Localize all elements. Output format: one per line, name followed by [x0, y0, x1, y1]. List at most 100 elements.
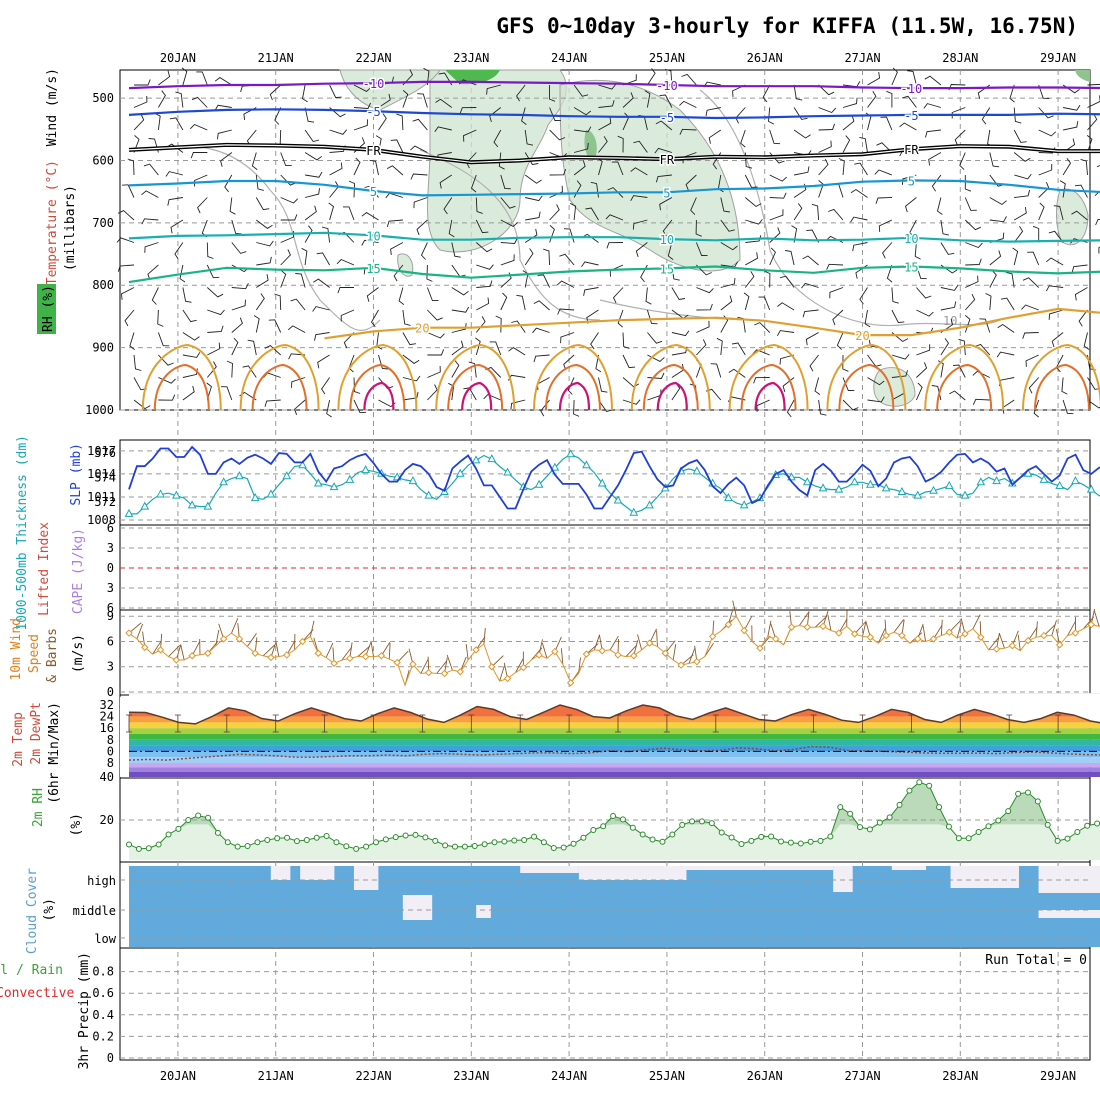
temp-tick-label: 40 — [100, 770, 114, 784]
wind-barb — [134, 79, 151, 86]
wind-barb — [190, 152, 208, 159]
wind-barb — [402, 375, 421, 382]
wind-barb — [329, 162, 343, 176]
wind-barb — [838, 157, 845, 176]
wind-barb — [964, 293, 976, 311]
wind-barb — [117, 264, 135, 272]
rh-2m-point — [837, 804, 844, 811]
wind-barb — [744, 174, 758, 188]
temp-contour-label: 5 — [663, 186, 670, 200]
wind-barb — [402, 332, 416, 346]
wind-barb — [483, 393, 501, 401]
pressure-tick-label: 1000 — [85, 403, 114, 417]
wind-barb — [116, 237, 135, 243]
wind-barb-10m — [893, 619, 905, 633]
wind-barb — [1053, 205, 1064, 221]
wind-barb — [495, 315, 502, 333]
slp-label: SLP (mb) — [69, 443, 84, 506]
rh-2m-point — [669, 831, 676, 838]
wind-barb — [901, 174, 917, 185]
wind-barb — [280, 197, 299, 204]
wind-barb — [931, 385, 942, 401]
wind-speed-point — [377, 652, 386, 660]
wind-barb — [255, 197, 270, 211]
wind-barb-10m — [1035, 621, 1038, 638]
temp-contour-label: FR — [366, 144, 381, 158]
rh-2m-point — [629, 824, 636, 831]
precip-total-label: Total / Rain — [0, 963, 63, 978]
wind-barb — [836, 332, 844, 350]
chart-title: GFS 0~10day 3-hourly for KIFFA (11.5W, 1… — [496, 14, 1078, 38]
wind-barb — [451, 287, 469, 296]
wind-barb — [1087, 83, 1100, 86]
rh-shading-area — [339, 69, 441, 111]
wind-barb — [590, 332, 599, 350]
wind-barb — [253, 315, 260, 333]
wind-barb — [1025, 354, 1039, 367]
temp-color-band — [129, 728, 1100, 734]
wind-barb — [524, 228, 538, 243]
wind-barb — [165, 171, 184, 177]
thickness-tick-label: 576 — [94, 446, 116, 460]
boundary-temp-contour — [826, 343, 907, 411]
thickness-series-line — [129, 453, 1100, 515]
wind-barb — [287, 325, 306, 333]
wind-barb — [949, 390, 966, 401]
wind-barb — [828, 208, 844, 221]
wind-barb — [882, 242, 893, 259]
wind-barb — [486, 84, 501, 95]
wind-barb — [573, 107, 592, 116]
wind-barb — [854, 162, 868, 176]
wind-barb-10m — [578, 657, 581, 674]
wind-speed-point — [488, 663, 496, 671]
thickness-point — [534, 479, 544, 488]
wind-barb — [964, 219, 981, 231]
boundary-temp-contour — [239, 343, 320, 411]
wind-barb — [280, 152, 292, 167]
wind-barb — [1022, 332, 1039, 339]
wind-barb — [189, 123, 208, 131]
wind-barb — [133, 399, 151, 410]
wind-barb — [343, 332, 355, 349]
wind-speed-point — [598, 647, 606, 655]
wind-barb — [475, 316, 486, 333]
wind-barb — [598, 84, 617, 90]
boundary-temp-contour — [1033, 363, 1090, 411]
rh-2m-point — [866, 826, 873, 833]
wind-barb — [413, 197, 428, 209]
wind-barb — [630, 195, 648, 202]
rh-2m-point — [175, 825, 182, 832]
rh-2m-point — [1094, 820, 1100, 827]
wind-barb — [410, 145, 428, 153]
temp-minmax-bar — [810, 714, 817, 733]
wind-barb — [420, 242, 428, 260]
wind-barb — [685, 174, 697, 191]
rh-2m-point — [214, 829, 221, 836]
wind-barb-10m — [491, 655, 504, 668]
temp-contour-label: 20 — [415, 322, 429, 336]
wind-barb — [1074, 287, 1088, 301]
boundary-temp-contour — [435, 343, 516, 411]
wind-barb — [378, 354, 389, 370]
wind-barb — [537, 274, 551, 288]
cloud-gap — [353, 866, 379, 890]
temp-contour-label: -10 — [363, 77, 385, 91]
wind-barb — [423, 67, 430, 86]
wind-barb — [493, 129, 502, 148]
rh-2m-point — [491, 839, 498, 846]
wind-barb — [470, 174, 477, 193]
wind-barb — [728, 368, 746, 378]
wind-barb — [549, 225, 555, 243]
wind-barb-10m — [436, 660, 448, 674]
wind-barb — [1013, 207, 1027, 221]
boundary-temp-contour — [337, 343, 418, 411]
wind-barb — [451, 264, 466, 278]
wind-barb-10m — [152, 640, 162, 655]
rh-2m-point — [649, 836, 656, 843]
thickness-point — [866, 479, 875, 488]
temp-minmax-bar — [663, 714, 670, 733]
temp-minmax-bar — [468, 714, 475, 733]
wind-speed-point — [929, 635, 938, 643]
wind-barb — [231, 337, 239, 356]
thickness-tick-label: 572 — [94, 495, 116, 509]
